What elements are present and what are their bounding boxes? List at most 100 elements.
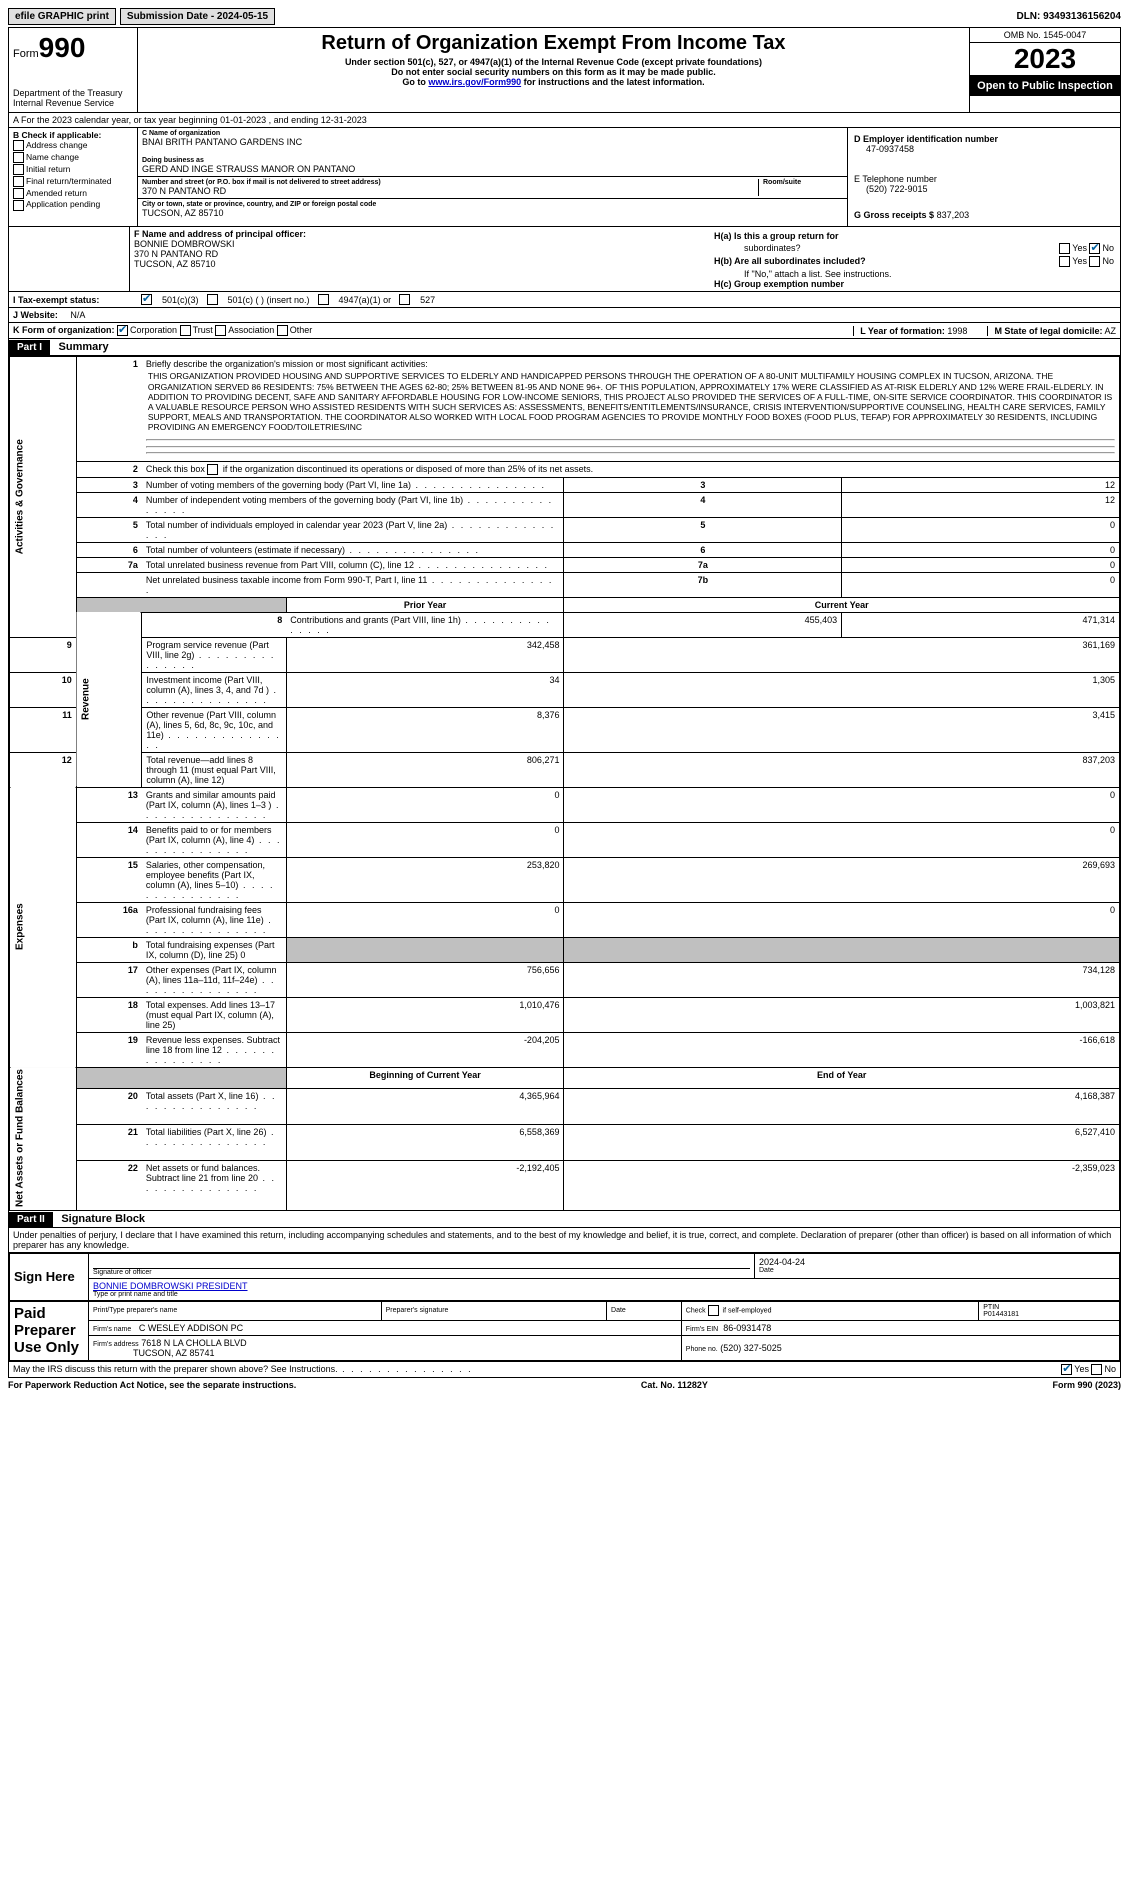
ssn-note: Do not enter social security numbers on … (144, 67, 963, 77)
line21-desc: Total liabilities (Part X, line 26) (142, 1124, 286, 1160)
section-fgh: F Name and address of principal officer:… (9, 227, 1120, 292)
line10-num: 10 (10, 672, 77, 707)
cb-hb-no[interactable] (1089, 256, 1100, 267)
line11-num: 11 (10, 707, 77, 752)
irs-label: Internal Revenue Service (13, 98, 133, 108)
cb-address-change[interactable] (13, 140, 24, 151)
cb-final-return[interactable] (13, 176, 24, 187)
form-subtitle: Under section 501(c), 527, or 4947(a)(1)… (144, 57, 963, 67)
line21-curr: 6,527,410 (564, 1124, 1120, 1160)
line18-curr: 1,003,821 (564, 997, 1120, 1032)
net-spacer-num (76, 1067, 142, 1088)
form990-link[interactable]: www.irs.gov/Form990 (428, 77, 521, 87)
declaration-text: Under penalties of perjury, I declare th… (9, 1228, 1120, 1253)
sign-here-label: Sign Here (10, 1253, 89, 1300)
goto-pre: Go to (402, 77, 428, 87)
cb-4947[interactable] (318, 294, 329, 305)
officer-name-title[interactable]: BONNIE DOMBROWSKI PRESIDENT (93, 1281, 1115, 1291)
line3-desc: Number of voting members of the governin… (142, 477, 564, 492)
lbl-app-pending: Application pending (26, 199, 100, 209)
line13-desc: Grants and similar amounts paid (Part IX… (142, 787, 286, 822)
line16b-num: b (76, 937, 142, 962)
cb-other[interactable] (277, 325, 288, 336)
sidelabel-governance: Activities & Governance (10, 357, 77, 637)
line18-prior: 1,010,476 (286, 997, 564, 1032)
cb-corporation[interactable] (117, 325, 128, 336)
cb-hb-yes[interactable] (1059, 256, 1070, 267)
col-prior: Prior Year (286, 597, 564, 612)
cb-amended-return[interactable] (13, 188, 24, 199)
line16a-num: 16a (76, 902, 142, 937)
line12-prior: 806,271 (286, 752, 564, 787)
state-domicile-label: M State of legal domicile: (994, 326, 1102, 336)
line15-num: 15 (76, 857, 142, 902)
col-begin: Beginning of Current Year (286, 1067, 564, 1088)
cb-name-change[interactable] (13, 152, 24, 163)
part2-header-row: Part II Signature Block (9, 1211, 1120, 1228)
line17-num: 17 (76, 962, 142, 997)
line12-desc: Total revenue—add lines 8 through 11 (mu… (142, 752, 286, 787)
lbl-address-change: Address change (26, 140, 87, 150)
cat-number: Cat. No. 11282Y (641, 1380, 708, 1390)
line16b-prior (286, 937, 564, 962)
line19-curr: -166,618 (564, 1032, 1120, 1067)
ha-sub: subordinates? (744, 243, 801, 254)
line10-curr: 1,305 (564, 672, 1120, 707)
state-domicile: AZ (1104, 326, 1116, 336)
cb-discuss-no[interactable] (1091, 1364, 1102, 1375)
cb-527[interactable] (399, 294, 410, 305)
line3-val: 12 (842, 477, 1120, 492)
line8-desc: Contributions and grants (Part VIII, lin… (286, 612, 564, 637)
cb-self-employed[interactable] (708, 1305, 719, 1316)
cb-501c[interactable] (207, 294, 218, 305)
cb-app-pending[interactable] (13, 200, 24, 211)
cb-ha-no[interactable] (1089, 243, 1100, 254)
prep-date-label: Date (607, 1301, 682, 1320)
lbl-final-return: Final return/terminated (26, 176, 112, 186)
cb-501c3[interactable] (141, 294, 152, 305)
line8-prior: 455,403 (564, 612, 842, 637)
line7b-val: 0 (842, 572, 1120, 597)
year-formation-label: L Year of formation: (860, 326, 945, 336)
line19-prior: -204,205 (286, 1032, 564, 1067)
opt-4947: 4947(a)(1) or (339, 295, 392, 305)
type-print-label: Type or print name and title (93, 1291, 1115, 1298)
form-title: Return of Organization Exempt From Incom… (144, 32, 963, 55)
form-label: Form (13, 48, 39, 60)
org-address: 370 N PANTANO RD (142, 186, 758, 196)
line6-val: 0 (842, 542, 1120, 557)
cb-discontinued[interactable] (207, 464, 218, 475)
efile-print-button[interactable]: efile GRAPHIC print (8, 8, 116, 25)
line5-val: 0 (842, 517, 1120, 542)
col-end: End of Year (564, 1067, 1120, 1088)
line5-key: 5 (564, 517, 842, 542)
line9-desc: Program service revenue (Part VIII, line… (142, 637, 286, 672)
line4-desc: Number of independent voting members of … (142, 492, 564, 517)
sig-date: 2024-04-24 (759, 1257, 1115, 1267)
line5-desc: Total number of individuals employed in … (142, 517, 564, 542)
section-b: B Check if applicable: Address change Na… (9, 128, 138, 226)
cb-initial-return[interactable] (13, 164, 24, 175)
line7a-val: 0 (842, 557, 1120, 572)
org-name: BNAI BRITH PANTANO GARDENS INC (142, 137, 843, 147)
form-container: Form990 Department of the Treasury Inter… (8, 27, 1121, 1378)
opt-501c3: 501(c)(3) (162, 295, 199, 305)
preparer-table: Paid Preparer Use Only Print/Type prepar… (9, 1301, 1120, 1361)
cb-ha-yes[interactable] (1059, 243, 1070, 254)
line16a-prior: 0 (286, 902, 564, 937)
line20-prior: 4,365,964 (286, 1089, 564, 1125)
section-b-label: B Check if applicable: (13, 130, 133, 140)
hb-note: If "No," attach a list. See instructions… (744, 269, 1114, 279)
sig-officer-label: Signature of officer (93, 1269, 750, 1276)
line7a-desc: Total unrelated business revenue from Pa… (142, 557, 564, 572)
ein-value: 47-0937458 (866, 144, 1114, 154)
cb-discuss-yes[interactable] (1061, 1364, 1072, 1375)
line11-curr: 3,415 (564, 707, 1120, 752)
part1-title: Summary (53, 339, 115, 355)
line18-desc: Total expenses. Add lines 13–17 (must eq… (142, 997, 286, 1032)
line1-label: Briefly describe the organization's miss… (146, 359, 1115, 369)
lbl-amended-return: Amended return (26, 188, 87, 198)
header-center: Return of Organization Exempt From Incom… (138, 28, 969, 112)
cb-trust[interactable] (180, 325, 191, 336)
cb-association[interactable] (215, 325, 226, 336)
